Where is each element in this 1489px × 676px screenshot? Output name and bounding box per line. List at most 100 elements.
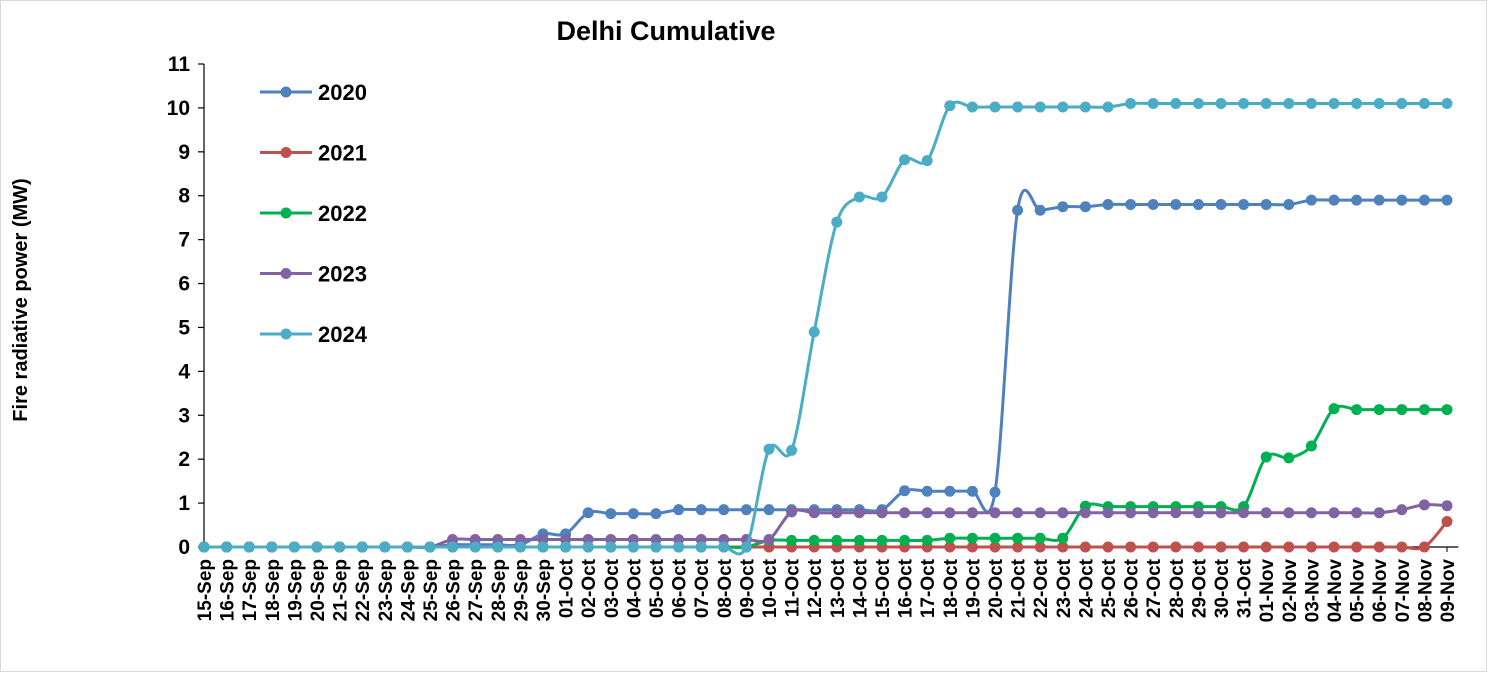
x-tick-label: 03-Nov xyxy=(1302,559,1323,623)
data-point xyxy=(1328,403,1340,415)
data-point xyxy=(1192,98,1204,110)
data-point xyxy=(1057,532,1069,544)
data-point xyxy=(966,507,978,519)
data-point xyxy=(1238,507,1250,519)
data-point xyxy=(786,444,798,456)
x-tick-label: 19-Sep xyxy=(285,559,306,621)
x-tick-label: 07-Nov xyxy=(1393,559,1414,623)
x-tick-label: 01-Oct xyxy=(557,558,578,618)
data-point xyxy=(1260,541,1272,553)
data-point xyxy=(221,541,233,553)
x-tick-label: 16-Oct xyxy=(896,558,917,618)
data-point xyxy=(808,326,820,338)
x-tick-label: 22-Oct xyxy=(1031,558,1052,618)
data-point xyxy=(650,541,662,553)
data-point xyxy=(673,541,685,553)
data-point xyxy=(786,534,798,546)
data-point xyxy=(831,216,843,228)
x-tick-label: 27-Oct xyxy=(1144,558,1165,618)
data-point xyxy=(944,541,956,553)
data-point xyxy=(424,541,436,553)
data-point xyxy=(899,507,911,519)
x-tick-label: 22-Sep xyxy=(353,559,374,621)
data-point xyxy=(1283,452,1295,464)
data-point xyxy=(1441,404,1453,416)
data-point xyxy=(1079,507,1091,519)
data-point xyxy=(1260,507,1272,519)
data-point xyxy=(605,541,617,553)
data-point xyxy=(1441,194,1453,206)
data-point xyxy=(1012,532,1024,544)
data-point xyxy=(944,507,956,519)
y-tick-label: 9 xyxy=(178,141,190,164)
x-tick-label: 15-Oct xyxy=(873,558,894,618)
data-point xyxy=(1170,98,1182,110)
x-tick-label: 25-Oct xyxy=(1099,558,1120,618)
data-point xyxy=(582,507,594,519)
data-point xyxy=(1351,507,1363,519)
x-tick-label: 26-Oct xyxy=(1122,558,1143,618)
data-point xyxy=(1305,507,1317,519)
legend-item-2021: 2021 xyxy=(260,141,367,166)
x-tick-label: 07-Oct xyxy=(692,558,713,618)
data-point xyxy=(1034,541,1046,553)
x-tick-label: 23-Oct xyxy=(1054,558,1075,618)
x-tick-label: 16-Sep xyxy=(218,559,239,621)
data-point xyxy=(1396,194,1408,206)
legend-label: 2020 xyxy=(318,80,367,105)
x-tick-label: 01-Nov xyxy=(1257,559,1278,623)
data-point xyxy=(763,504,775,516)
data-point xyxy=(1396,404,1408,416)
data-point xyxy=(1034,507,1046,519)
x-tick-label: 11-Oct xyxy=(783,558,804,617)
x-tick-label: 04-Nov xyxy=(1325,559,1346,623)
y-tick-label: 10 xyxy=(167,97,190,120)
data-point xyxy=(1418,541,1430,553)
legend-item-2023: 2023 xyxy=(260,262,367,287)
data-point xyxy=(1192,541,1204,553)
data-point xyxy=(1441,98,1453,110)
data-point xyxy=(1215,98,1227,110)
data-point xyxy=(1418,194,1430,206)
data-point xyxy=(1305,98,1317,110)
x-tick-label: 25-Sep xyxy=(421,559,442,621)
data-point xyxy=(198,541,210,553)
data-point xyxy=(1147,199,1159,211)
x-tick-label: 18-Oct xyxy=(941,558,962,618)
data-point xyxy=(1418,499,1430,511)
data-point xyxy=(1192,507,1204,519)
data-point xyxy=(1396,541,1408,553)
x-tick-label: 29-Oct xyxy=(1189,558,1210,618)
data-point xyxy=(356,541,368,553)
data-point xyxy=(1260,199,1272,211)
data-point xyxy=(966,541,978,553)
data-point xyxy=(1328,541,1340,553)
x-tick-label: 02-Oct xyxy=(579,558,600,618)
data-point xyxy=(966,485,978,497)
data-point xyxy=(786,506,798,518)
x-tick-label: 09-Oct xyxy=(737,558,758,618)
legend-label: 2023 xyxy=(318,262,367,287)
x-tick-label: 02-Nov xyxy=(1280,559,1301,623)
series-2022 xyxy=(198,403,1453,553)
x-tick-label: 05-Nov xyxy=(1348,559,1369,623)
x-tick-label: 21-Oct xyxy=(1009,558,1030,618)
x-tick-label: 21-Sep xyxy=(331,559,352,621)
legend-item-2024: 2024 xyxy=(260,322,368,347)
data-point xyxy=(1418,404,1430,416)
x-tick-label: 14-Oct xyxy=(850,558,871,618)
data-point xyxy=(966,101,978,113)
data-point xyxy=(763,534,775,546)
data-point xyxy=(1238,98,1250,110)
legend-item-2020: 2020 xyxy=(260,80,367,105)
data-point xyxy=(1170,541,1182,553)
legend-label: 2024 xyxy=(318,322,368,347)
data-point xyxy=(1147,98,1159,110)
data-point xyxy=(989,532,1001,544)
series-2020 xyxy=(198,188,1453,553)
data-point xyxy=(876,191,888,203)
data-point xyxy=(447,541,459,553)
x-tick-label: 08-Nov xyxy=(1415,559,1436,623)
data-point xyxy=(1441,516,1453,528)
